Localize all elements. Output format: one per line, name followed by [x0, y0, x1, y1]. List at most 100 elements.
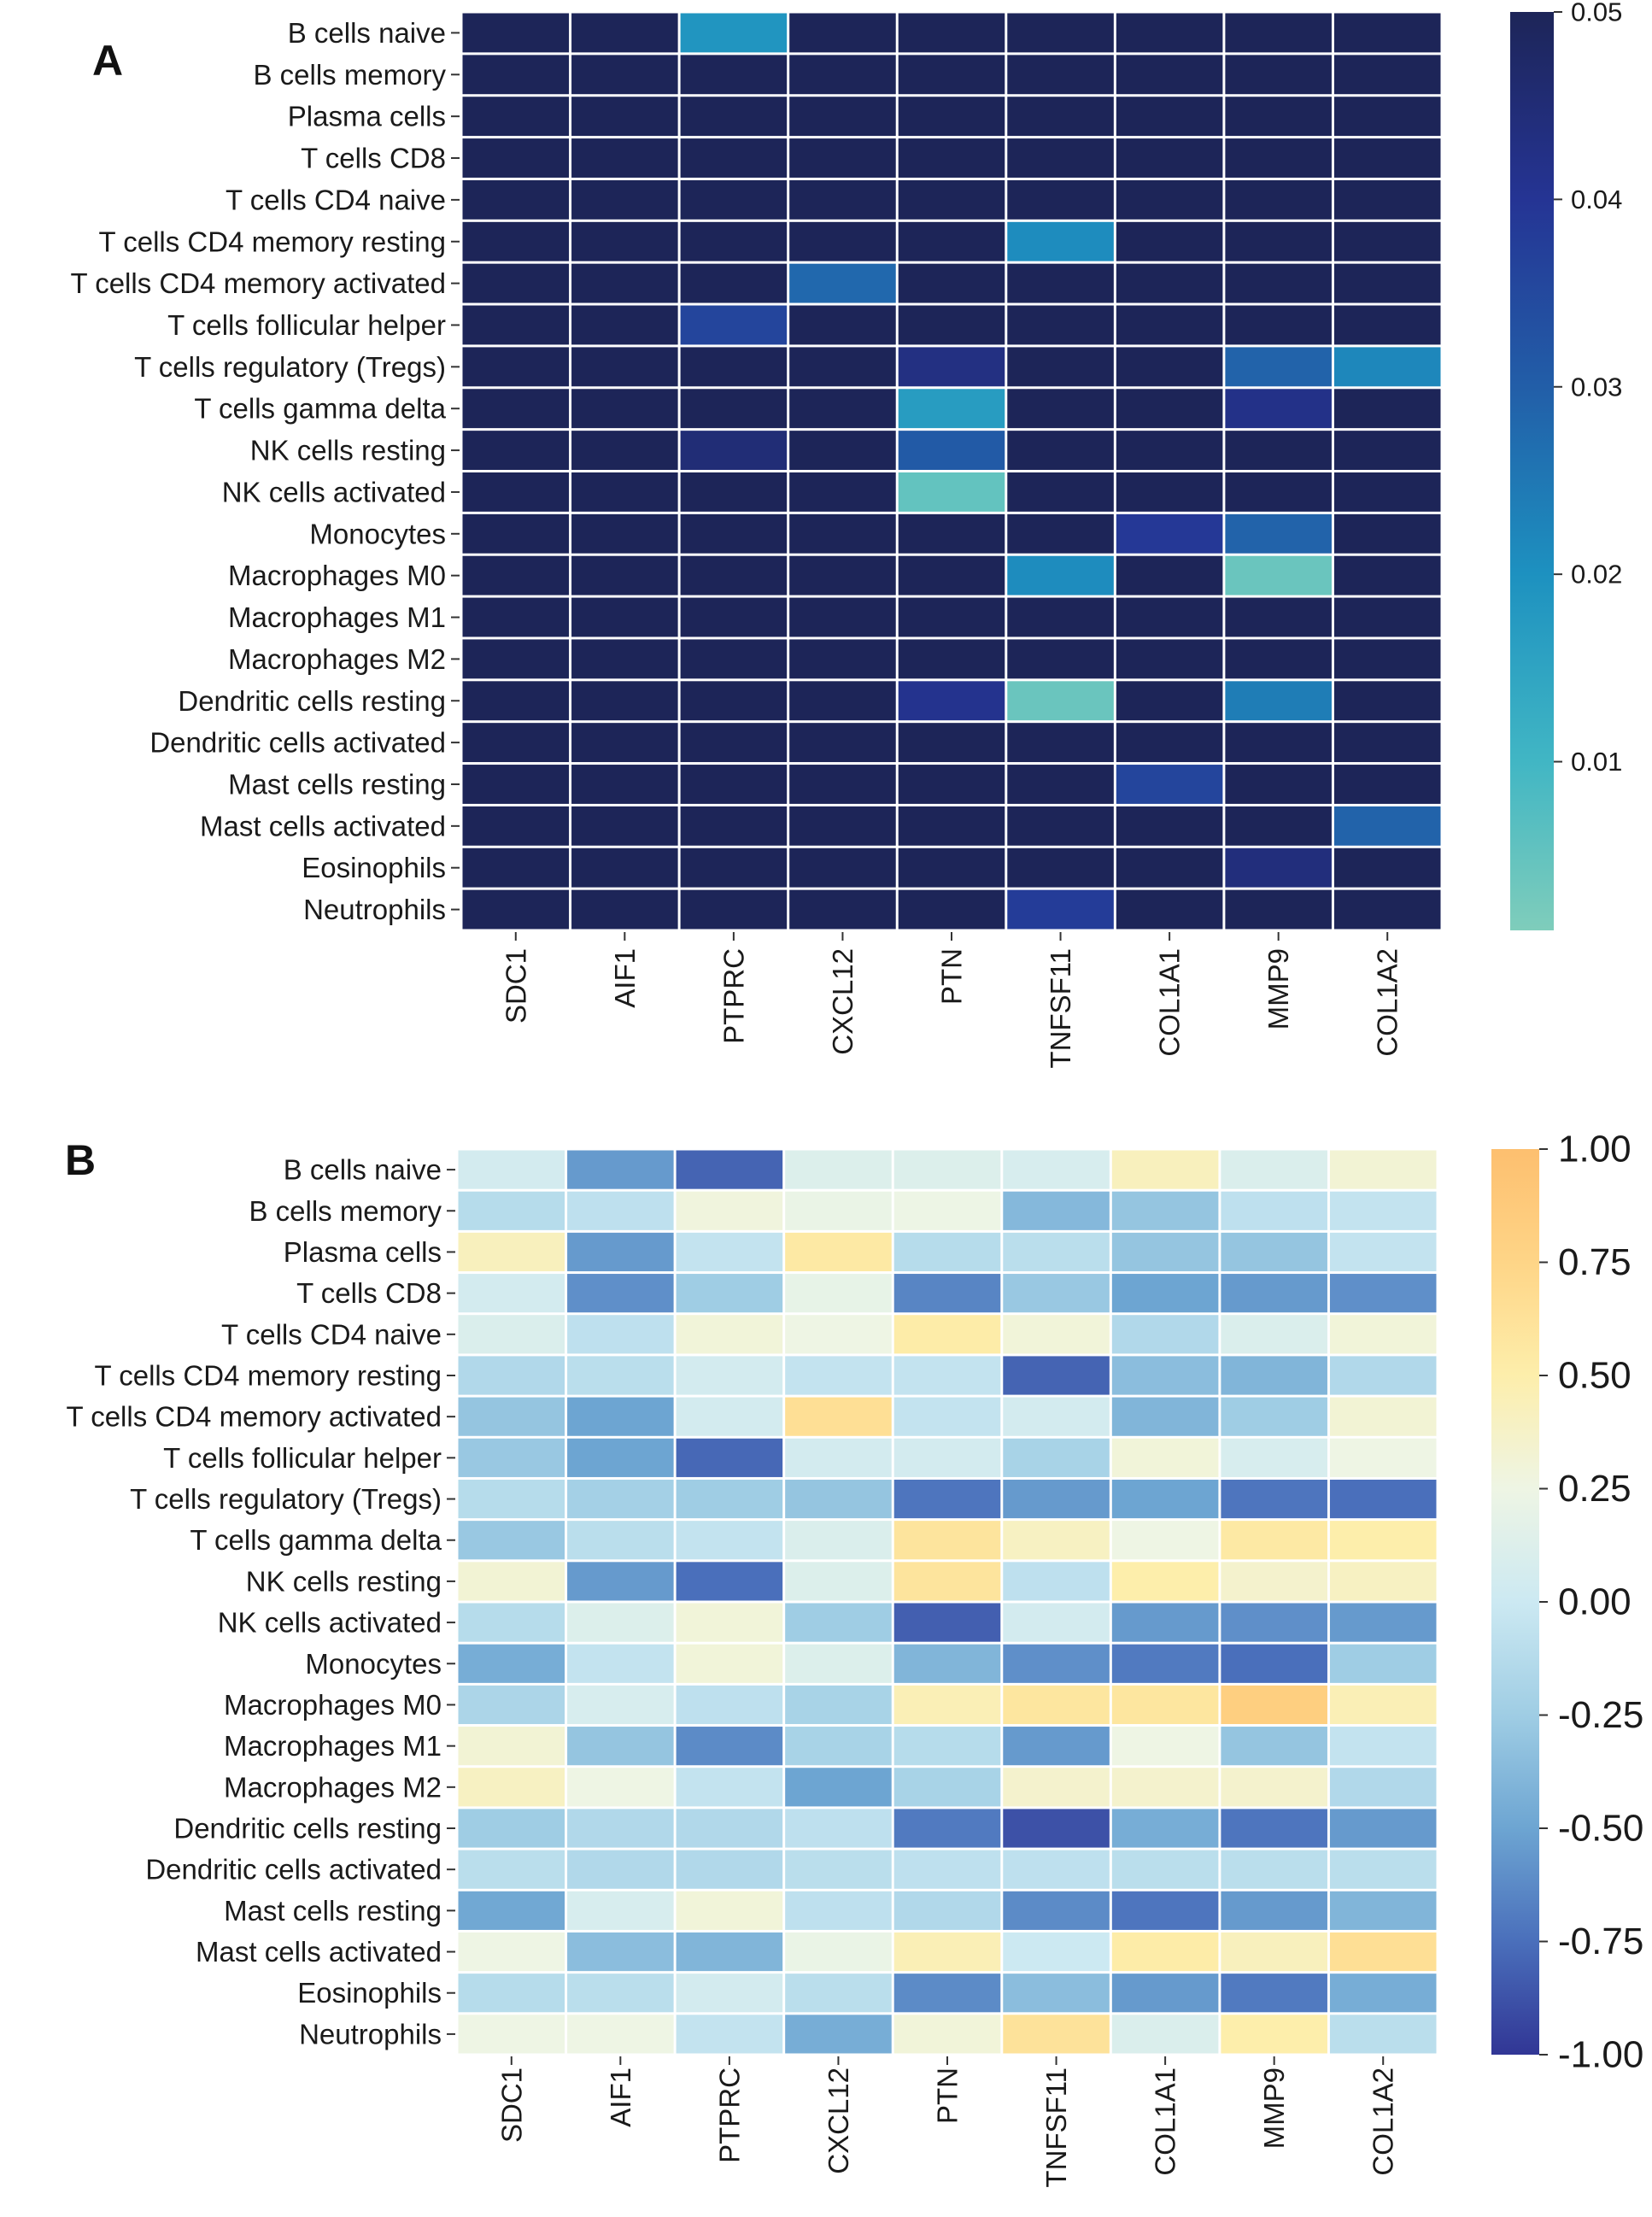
- heatmap-cell: [462, 555, 570, 595]
- heatmap-cell: [1221, 1727, 1327, 1766]
- heatmap-cell: [567, 1603, 674, 1642]
- colorbar-tick-label: 0.02: [1571, 560, 1622, 589]
- heatmap-cell: [1003, 1562, 1110, 1601]
- heatmap-cell: [789, 639, 896, 679]
- heatmap-cell: [676, 1150, 783, 1189]
- heatmap-cell: [1221, 1603, 1327, 1642]
- heatmap-cell: [1111, 1727, 1219, 1766]
- heatmap-cell: [893, 1397, 1001, 1436]
- heatmap-cell: [680, 305, 788, 345]
- heatmap-cell: [1329, 1891, 1437, 1930]
- heatmap-cell: [571, 13, 678, 53]
- heatmap-cell: [567, 1932, 674, 1972]
- heatmap-cell: [893, 1850, 1001, 1889]
- heatmap-cell: [1007, 179, 1114, 220]
- heatmap-cell: [680, 848, 788, 888]
- heatmap-cell: [458, 1356, 565, 1395]
- row-label: Plasma cells: [288, 101, 446, 132]
- heatmap-cell: [567, 1438, 674, 1477]
- column-label: PTN: [936, 948, 968, 1005]
- heatmap-cell: [680, 472, 788, 512]
- heatmap-cell: [898, 179, 1005, 220]
- heatmap-cell: [571, 431, 678, 470]
- heatmap-cell: [898, 431, 1005, 470]
- heatmap-cell: [1111, 1685, 1219, 1725]
- heatmap-cell: [893, 1932, 1001, 1972]
- heatmap-cell: [571, 889, 678, 930]
- heatmap-cell: [789, 305, 896, 345]
- heatmap-cell: [567, 1479, 674, 1519]
- heatmap-cell: [567, 2015, 674, 2054]
- row-label: Dendritic cells activated: [145, 1854, 442, 1886]
- heatmap-cell: [462, 806, 570, 846]
- heatmap-cell: [676, 1603, 783, 1642]
- heatmap-cell: [898, 263, 1005, 303]
- heatmap-cell: [789, 723, 896, 763]
- heatmap-cell: [571, 97, 678, 137]
- heatmap-cell: [571, 138, 678, 178]
- heatmap-cell: [1111, 1932, 1219, 1972]
- heatmap-cell: [567, 1191, 674, 1230]
- heatmap-cell: [1225, 806, 1332, 846]
- row-label: B cells memory: [253, 59, 446, 91]
- row-label: T cells CD4 naive: [226, 184, 446, 215]
- heatmap-cell: [1116, 472, 1223, 512]
- heatmap-cell: [462, 263, 570, 303]
- column-label: SDC1: [500, 948, 531, 1023]
- heatmap-cell: [680, 639, 788, 679]
- heatmap-cell: [567, 1521, 674, 1560]
- heatmap-cell: [898, 305, 1005, 345]
- heatmap-cell: [676, 1644, 783, 1683]
- heatmap-cell: [458, 1768, 565, 1807]
- heatmap-cell: [1111, 1850, 1219, 1889]
- heatmap-cell: [571, 55, 678, 95]
- heatmap-cell: [1007, 513, 1114, 554]
- heatmap-cell: [1116, 848, 1223, 888]
- heatmap-cell: [571, 221, 678, 261]
- heatmap-cell: [785, 1191, 892, 1230]
- heatmap-cell: [1116, 513, 1223, 554]
- heatmap-cell: [785, 1521, 892, 1560]
- heatmap-cell: [462, 513, 570, 554]
- heatmap-cell: [789, 681, 896, 721]
- heatmap-cell: [571, 179, 678, 220]
- heatmap-cell: [680, 431, 788, 470]
- heatmap-cell: [1111, 1232, 1219, 1272]
- heatmap-cell: [1003, 1603, 1110, 1642]
- heatmap-cell: [458, 1932, 565, 1972]
- heatmap-cell: [789, 889, 896, 930]
- heatmap-cell: [676, 1191, 783, 1230]
- row-label: Mast cells activated: [200, 810, 446, 842]
- row-label: NK cells resting: [250, 435, 446, 466]
- heatmap-cell: [1333, 806, 1441, 846]
- heatmap-cell: [1003, 1974, 1110, 2013]
- heatmap-cell: [1116, 723, 1223, 763]
- column-label: MMP9: [1262, 948, 1294, 1029]
- heatmap-cell: [458, 1603, 565, 1642]
- heatmap-cell: [462, 97, 570, 137]
- heatmap-cell: [1116, 597, 1223, 637]
- heatmap-cell: [898, 138, 1005, 178]
- row-label: T cells CD4 memory activated: [66, 1401, 442, 1433]
- row-label: T cells CD8: [296, 1277, 442, 1309]
- heatmap-cell: [1221, 1150, 1327, 1189]
- heatmap-cell: [458, 1891, 565, 1930]
- heatmap-cell: [1225, 431, 1332, 470]
- heatmap-cell: [898, 389, 1005, 429]
- heatmap-cell: [1221, 1891, 1327, 1930]
- heatmap-cell: [676, 1850, 783, 1889]
- heatmap-cell: [898, 347, 1005, 387]
- row-label: Monocytes: [309, 518, 446, 549]
- heatmap-cell: [676, 1274, 783, 1313]
- row-label: Eosinophils: [302, 852, 446, 883]
- heatmap-cell: [785, 1232, 892, 1272]
- colorbar: [1510, 12, 1554, 930]
- heatmap-cell: [1329, 1232, 1437, 1272]
- heatmap-cell: [571, 597, 678, 637]
- heatmap-cell: [1333, 765, 1441, 804]
- row-label: T cells follicular helper: [163, 1442, 442, 1474]
- row-label: NK cells activated: [218, 1607, 442, 1639]
- heatmap-cell: [676, 1932, 783, 1972]
- heatmap-cell: [567, 1850, 674, 1889]
- colorbar-tick-label: 0.75: [1558, 1241, 1631, 1283]
